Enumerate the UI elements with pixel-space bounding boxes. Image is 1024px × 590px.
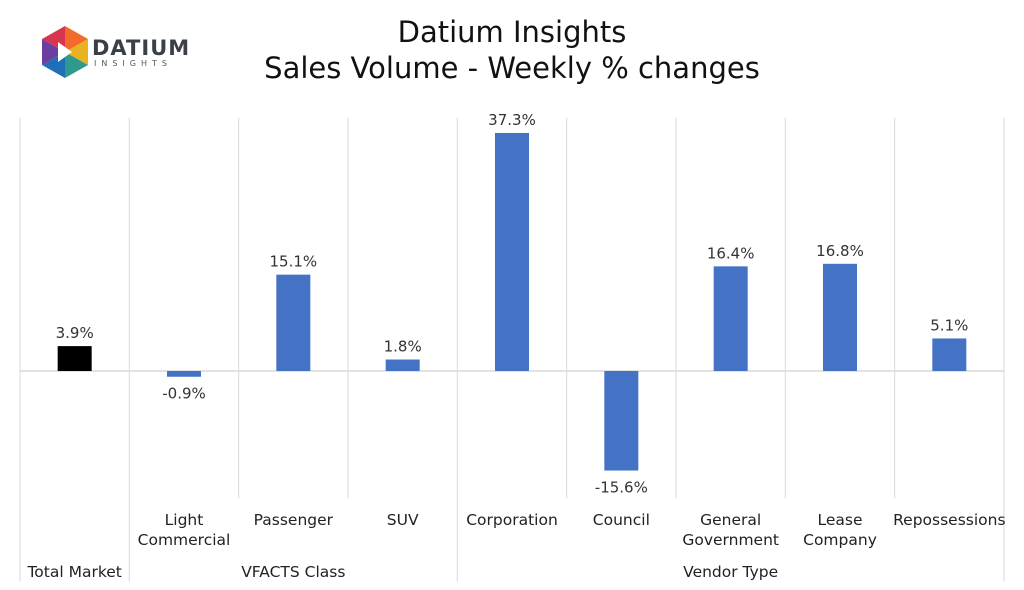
category-label: Company — [803, 531, 877, 549]
chart-title: Datium Insights — [397, 15, 627, 49]
data-label: 37.3% — [488, 111, 536, 129]
bar — [823, 263, 857, 371]
data-label: -0.9% — [162, 385, 206, 403]
category-label: General — [700, 511, 761, 529]
data-label: 16.4% — [707, 244, 755, 262]
data-label: -15.6% — [595, 479, 648, 497]
data-label: 5.1% — [930, 316, 968, 334]
bar — [604, 371, 639, 471]
bar — [167, 371, 201, 377]
data-label: 15.1% — [270, 253, 318, 271]
bar — [713, 266, 748, 371]
bar — [57, 346, 92, 371]
category-label: Council — [593, 511, 650, 529]
logo-wordmark: DATIUM — [92, 36, 191, 60]
category-label: Passenger — [254, 511, 334, 529]
category-label: Lease — [817, 511, 862, 529]
bar — [495, 133, 529, 371]
chart-subtitle: Sales Volume - Weekly % changes — [264, 51, 760, 85]
category-label: Total Market — [26, 563, 121, 581]
category-label: Light — [165, 511, 204, 529]
category-label: Government — [682, 531, 779, 549]
category-label: Commercial — [138, 531, 231, 549]
bar — [385, 359, 420, 371]
datium-logo: DATIUM INSIGHTS — [40, 24, 190, 84]
bar — [932, 338, 967, 371]
data-label: 3.9% — [56, 324, 94, 342]
logo-subtext: INSIGHTS — [94, 59, 172, 68]
data-label: 16.8% — [816, 242, 864, 260]
group-label: VFACTS Class — [241, 563, 345, 581]
category-label: Repossessions — [893, 511, 1005, 529]
group-label: Vendor Type — [683, 563, 778, 581]
category-label: Corporation — [466, 511, 558, 529]
data-label: 1.8% — [384, 338, 422, 356]
category-label: SUV — [387, 511, 419, 529]
datium-logo-icon — [42, 26, 88, 78]
bar — [276, 274, 311, 371]
